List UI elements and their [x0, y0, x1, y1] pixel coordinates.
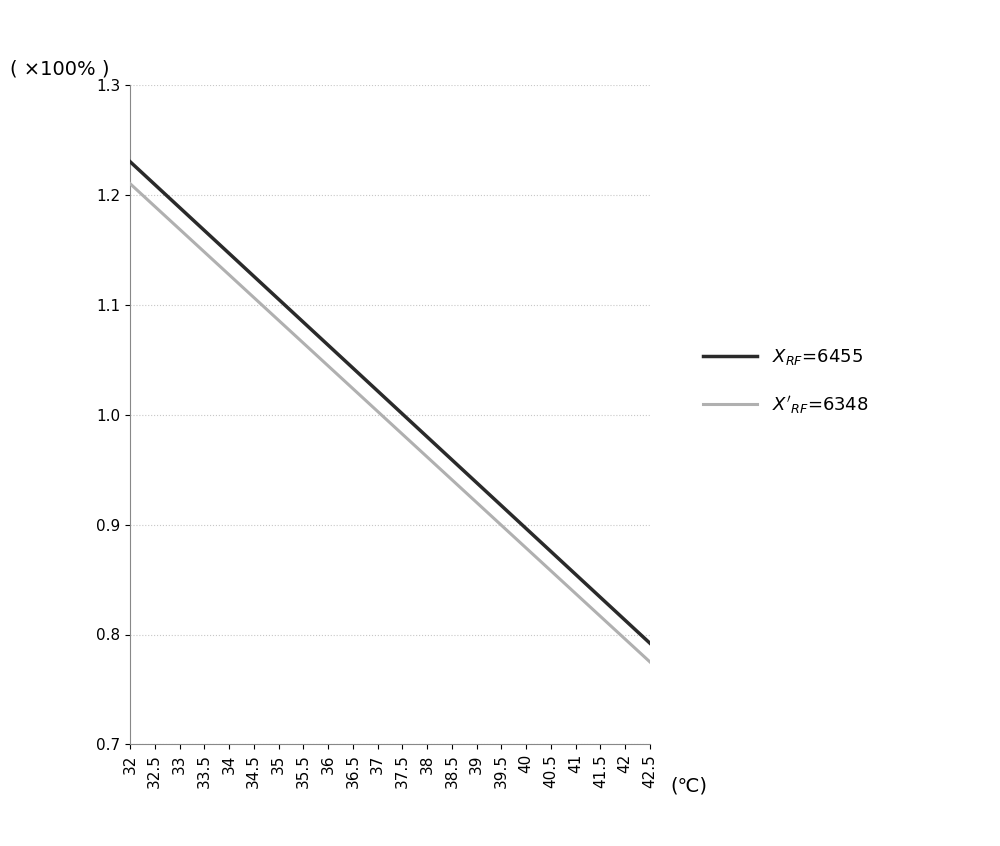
$X_{RF}$=6455 [396, 409, 408, 419]
$X_{RF}$=6455 [372, 386, 384, 396]
$X'_{RF}$=6348 [545, 566, 557, 576]
$X'_{RF}$=6348 [223, 270, 235, 280]
$X_{RF}$=6455 [495, 501, 507, 511]
Legend: $X_{RF}$=6455, $X'_{RF}$=6348: $X_{RF}$=6455, $X'_{RF}$=6348 [685, 329, 886, 434]
$X_{RF}$=6455 [347, 363, 359, 373]
Line: $X_{RF}$=6455: $X_{RF}$=6455 [130, 162, 650, 643]
$X'_{RF}$=6348 [174, 224, 186, 234]
$X_{RF}$=6455 [471, 478, 483, 488]
$X'_{RF}$=6348 [520, 543, 532, 553]
$X'_{RF}$=6348 [446, 475, 458, 485]
Text: ( ×100% ): ( ×100% ) [10, 59, 110, 78]
$X_{RF}$=6455 [594, 592, 606, 602]
$X'_{RF}$=6348 [396, 429, 408, 439]
$X_{RF}$=6455 [198, 225, 210, 235]
$X_{RF}$=6455 [619, 615, 631, 625]
$X_{RF}$=6455 [124, 157, 136, 167]
Text: (℃): (℃) [670, 777, 707, 795]
$X'_{RF}$=6348 [594, 612, 606, 622]
$X'_{RF}$=6348 [495, 520, 507, 530]
$X'_{RF}$=6348 [570, 589, 582, 599]
$X'_{RF}$=6348 [471, 497, 483, 508]
$X_{RF}$=6455 [297, 317, 309, 327]
$X'_{RF}$=6348 [248, 293, 260, 303]
$X'_{RF}$=6348 [347, 383, 359, 393]
$X'_{RF}$=6348 [644, 656, 656, 667]
$X_{RF}$=6455 [545, 547, 557, 557]
$X'_{RF}$=6348 [149, 201, 161, 212]
$X_{RF}$=6455 [446, 454, 458, 464]
$X'_{RF}$=6348 [421, 452, 433, 462]
$X'_{RF}$=6348 [372, 406, 384, 416]
$X_{RF}$=6455 [174, 202, 186, 212]
$X'_{RF}$=6348 [198, 247, 210, 257]
$X'_{RF}$=6348 [322, 360, 334, 371]
$X_{RF}$=6455 [149, 179, 161, 190]
$X'_{RF}$=6348 [619, 634, 631, 645]
$X'_{RF}$=6348 [297, 338, 309, 349]
$X'_{RF}$=6348 [124, 179, 136, 189]
$X_{RF}$=6455 [570, 569, 582, 580]
$X_{RF}$=6455 [520, 524, 532, 534]
$X_{RF}$=6455 [248, 272, 260, 282]
Line: $X'_{RF}$=6348: $X'_{RF}$=6348 [130, 184, 650, 662]
$X_{RF}$=6455 [421, 431, 433, 442]
$X_{RF}$=6455 [644, 638, 656, 648]
$X'_{RF}$=6348 [273, 316, 285, 326]
$X_{RF}$=6455 [322, 340, 334, 350]
$X_{RF}$=6455 [223, 248, 235, 258]
$X_{RF}$=6455 [273, 294, 285, 305]
